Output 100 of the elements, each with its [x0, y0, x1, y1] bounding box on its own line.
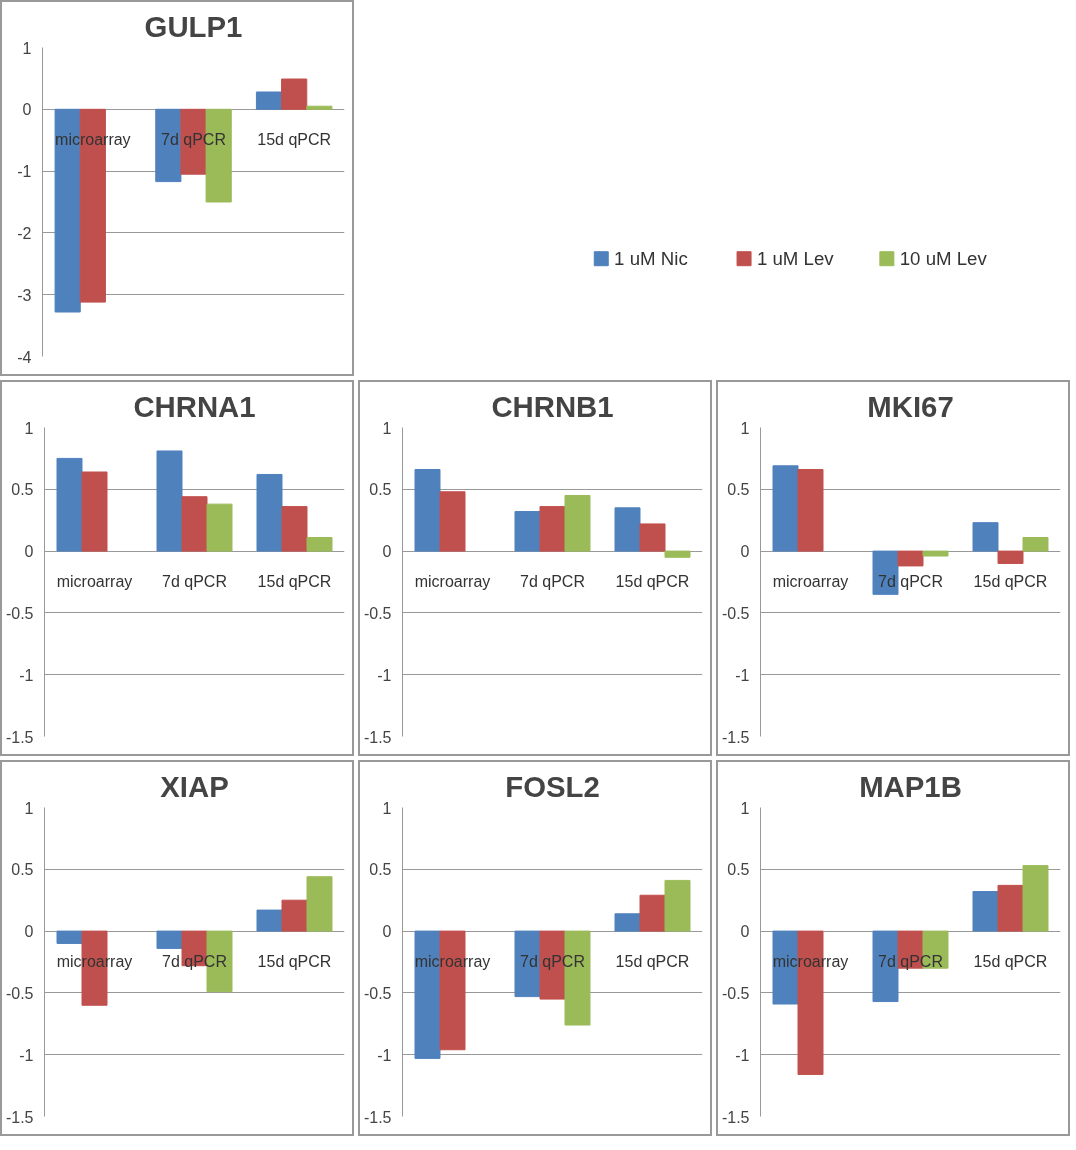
chart-title: MAP1B	[859, 769, 962, 803]
x-tick-label: 7d qPCR	[520, 573, 585, 591]
bar	[306, 537, 333, 552]
x-tick-label: microarray	[414, 573, 491, 591]
bar	[56, 457, 83, 552]
bar	[772, 465, 799, 552]
y-tick-label: -1.5	[363, 1108, 392, 1126]
y-tick-label: -1	[19, 666, 34, 684]
y-tick-label: -4	[17, 348, 32, 366]
x-tick-label: 15d qPCR	[973, 953, 1048, 971]
x-tick-label: 15d qPCR	[615, 573, 690, 591]
chart-title: CHRNA1	[133, 389, 256, 423]
x-tick-label: microarray	[55, 131, 131, 149]
legend-label: 1 uM Nic	[614, 248, 688, 270]
y-tick-label: -0.5	[721, 604, 750, 622]
y-tick-label: -0.5	[5, 604, 34, 622]
y-tick-label: -1	[17, 163, 32, 181]
bar	[639, 894, 666, 932]
x-tick-label: 15d qPCR	[257, 953, 332, 971]
bar	[872, 550, 899, 595]
x-tick-label: microarray	[56, 573, 133, 591]
bar	[972, 891, 999, 932]
y-tick-label: 0.5	[727, 481, 750, 499]
y-tick-label: -1.5	[721, 1108, 750, 1126]
bar	[255, 91, 283, 110]
y-tick-label: 0	[740, 923, 750, 941]
y-tick-label: -1	[377, 666, 392, 684]
chart-title: FOSL2	[505, 769, 600, 803]
y-tick-label: 0.5	[11, 481, 34, 499]
bar	[206, 503, 233, 552]
y-tick-label: 0	[24, 923, 34, 941]
y-tick-label: 0.5	[369, 481, 392, 499]
y-tick-label: 1	[22, 39, 32, 57]
bar	[256, 909, 283, 932]
x-tick-label: microarray	[414, 953, 491, 971]
x-tick-label: 15d qPCR	[615, 953, 690, 971]
x-tick-label: 15d qPCR	[257, 131, 332, 149]
bar	[155, 108, 182, 183]
bar	[997, 550, 1024, 564]
bar	[664, 550, 691, 558]
x-tick-label: 7d qPCR	[878, 573, 943, 591]
y-tick-label: 0.5	[727, 861, 750, 879]
y-tick-label: 0.5	[11, 861, 34, 879]
bar	[414, 469, 441, 552]
bar	[281, 506, 308, 552]
y-tick-label: -2	[17, 224, 32, 242]
y-tick-label: 0	[382, 543, 392, 561]
y-tick-label: -0.5	[721, 984, 750, 1002]
x-tick-label: microarray	[772, 573, 849, 591]
y-tick-label: 0	[382, 923, 392, 941]
bar	[281, 78, 308, 110]
y-tick-label: -1.5	[5, 1108, 34, 1126]
y-tick-label: 1	[382, 799, 392, 817]
x-tick-label: 7d qPCR	[162, 573, 227, 591]
bar	[897, 550, 924, 567]
y-tick-label: -0.5	[5, 984, 34, 1002]
bar	[872, 930, 899, 1003]
bar	[614, 507, 641, 552]
y-tick-label: -0.5	[363, 984, 392, 1002]
y-tick-label: 1	[740, 799, 750, 817]
y-tick-label: -1.5	[5, 728, 34, 746]
bar	[56, 930, 83, 944]
y-tick-label: 1	[24, 799, 34, 817]
bar	[439, 491, 466, 552]
bar	[514, 511, 541, 552]
y-tick-label: 0	[22, 101, 32, 119]
bar	[1022, 865, 1049, 932]
bar	[281, 899, 308, 932]
bar	[1022, 537, 1049, 552]
x-tick-label: 15d qPCR	[973, 573, 1048, 591]
chart-title: MKI67	[867, 389, 954, 423]
y-tick-label: 0	[740, 543, 750, 561]
bar	[972, 522, 999, 552]
bar	[306, 105, 333, 110]
bar	[922, 550, 949, 557]
y-tick-label: -0.5	[363, 604, 392, 622]
bar	[564, 494, 591, 552]
y-tick-label: 0	[24, 543, 34, 561]
y-tick-label: -1	[377, 1046, 392, 1064]
bar	[997, 884, 1024, 932]
y-tick-label: 1	[382, 419, 392, 437]
bar	[156, 450, 183, 552]
chart-title: XIAP	[160, 769, 229, 803]
y-tick-label: -1.5	[721, 728, 750, 746]
bar	[306, 876, 333, 932]
chart-title: CHRNB1	[491, 389, 614, 423]
bar	[514, 930, 541, 998]
legend-label: 1 uM Lev	[756, 248, 835, 270]
bar	[664, 879, 691, 932]
legend-label: 10 uM Lev	[899, 248, 988, 270]
y-tick-label: -1	[19, 1046, 34, 1064]
y-tick-label: -1	[735, 666, 750, 684]
bar	[614, 913, 641, 932]
bar	[81, 471, 108, 552]
x-tick-label: 15d qPCR	[257, 573, 332, 591]
bar	[256, 473, 283, 552]
bar	[639, 523, 666, 552]
y-tick-label: -1	[735, 1046, 750, 1064]
bar	[181, 496, 208, 552]
y-tick-label: 1	[740, 419, 750, 437]
